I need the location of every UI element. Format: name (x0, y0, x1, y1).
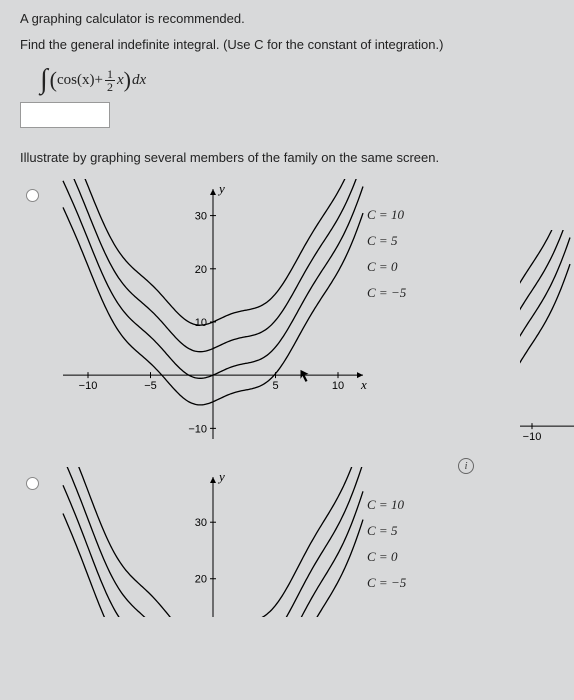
curve-label: C = 0 (367, 549, 406, 565)
close-paren: ) (124, 67, 131, 93)
svg-text:y: y (217, 181, 225, 196)
illustrate-text: Illustrate by graphing several members o… (20, 150, 554, 165)
prompt-line-2: Find the general indefinite integral. (U… (20, 36, 554, 54)
cos-term: cos(x) (57, 72, 95, 89)
fraction-denominator: 2 (105, 81, 115, 93)
chart-1: y x −10 −5 5 10 −10 10 20 30 (53, 179, 373, 449)
option-1-radio[interactable] (26, 189, 39, 202)
integral-expression: ∫ ( cos(x) + 1 2 x ) dx (40, 64, 554, 96)
curve-label: C = 5 (367, 523, 406, 539)
chart-2-curve-labels: C = 10 C = 5 C = 0 C = −5 (367, 467, 406, 601)
svg-text:30: 30 (195, 211, 207, 223)
svg-text:−10: −10 (79, 381, 98, 393)
svg-text:20: 20 (195, 574, 207, 586)
dx-term: dx (132, 72, 146, 89)
svg-text:10: 10 (332, 381, 344, 393)
answer-input[interactable] (20, 102, 110, 128)
integral-sign: ∫ (40, 64, 48, 96)
fraction-half: 1 2 (105, 68, 115, 93)
chart-right-fragment: −10 (520, 230, 574, 500)
svg-text:5: 5 (272, 381, 278, 393)
fraction-numerator: 1 (105, 68, 115, 81)
info-icon[interactable]: i (458, 458, 474, 474)
svg-text:20: 20 (195, 264, 207, 276)
prompt-line-1: A graphing calculator is recommended. (20, 10, 554, 28)
svg-text:y: y (217, 469, 225, 484)
info-glyph: i (464, 460, 467, 472)
curve-label: C = −5 (367, 575, 406, 591)
chart-2-fragment: y 20 30 (53, 467, 373, 617)
curve-label: C = 5 (367, 233, 406, 249)
plus-sign: + (95, 72, 103, 89)
svg-text:30: 30 (195, 518, 207, 530)
x-variable: x (117, 72, 124, 89)
svg-text:−10: −10 (188, 424, 207, 436)
svg-text:x: x (360, 378, 367, 393)
svg-text:−10: −10 (523, 431, 542, 443)
chart-1-curve-labels: C = 10 C = 5 C = 0 C = −5 (367, 179, 406, 311)
curve-label: C = −5 (367, 285, 406, 301)
curve-label: C = 0 (367, 259, 406, 275)
svg-text:−5: −5 (144, 381, 157, 393)
svg-text:10: 10 (195, 317, 207, 329)
option-2-radio[interactable] (26, 477, 39, 490)
curve-label: C = 10 (367, 207, 406, 223)
open-paren: ( (50, 67, 57, 93)
curve-label: C = 10 (367, 497, 406, 513)
